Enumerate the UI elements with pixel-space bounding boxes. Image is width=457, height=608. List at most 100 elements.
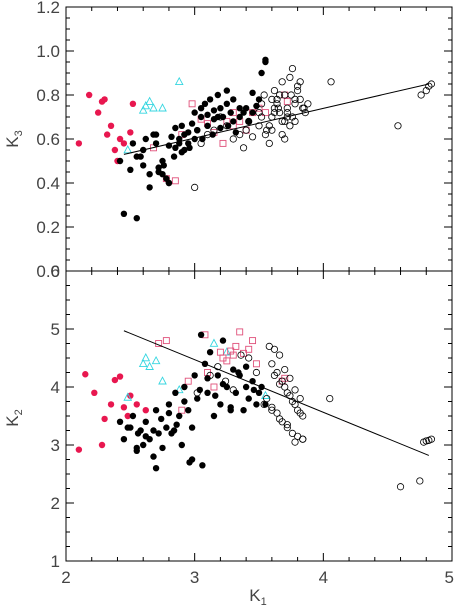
data-point [219,113,227,121]
y-tick-label: 6 [51,262,60,281]
data-point [260,400,268,408]
data-point [222,347,232,356]
data-point [107,122,115,129]
data-point [196,386,204,394]
data-point [116,373,124,380]
data-point [101,96,108,103]
data-point [140,441,147,449]
data-point [245,117,253,126]
data-point [116,418,124,425]
data-point [270,109,279,117]
y-tick-label: 3 [51,436,60,455]
data-point [286,374,294,382]
data-point [165,409,173,417]
data-point [127,392,134,399]
data-point [206,96,214,103]
data-point [191,109,198,116]
data-point [145,361,154,370]
data-point [296,78,304,86]
data-point [249,337,257,345]
data-point [171,177,179,185]
data-point [152,140,160,147]
data-point [201,100,209,108]
y-tick-label: 1.2 [36,0,60,17]
data-point [240,407,247,414]
data-point [155,430,162,437]
data-point [257,113,266,121]
data-point [236,105,243,112]
data-point [281,365,289,374]
data-point [178,406,186,414]
data-point [120,436,128,443]
data-point [260,91,268,99]
data-point [124,412,131,420]
data-point [422,437,430,445]
data-point [221,377,230,385]
data-point [283,98,291,106]
y-axis-title-k2: K2 [3,409,25,426]
data-point [219,139,227,147]
data-point [249,109,256,116]
data-point [273,100,281,108]
data-point [217,401,224,408]
data-point [134,430,142,437]
data-point [191,372,198,379]
data-point [199,462,206,469]
data-point [98,441,106,449]
data-point [245,354,253,362]
data-point [111,376,119,384]
data-point [223,122,231,130]
data-point [176,412,183,420]
data-point [160,162,167,169]
y-tick-label: 1.0 [36,42,60,61]
data-point [286,122,294,130]
data-point [191,183,199,191]
data-point [158,376,167,385]
data-point [188,100,196,108]
y-tick-label: 0.2 [36,218,60,237]
data-point [185,407,192,414]
data-point [204,375,211,382]
data-point [416,477,424,485]
data-point [150,427,157,434]
data-point [158,103,167,112]
data-point [291,95,299,104]
data-point [425,82,433,90]
data-point [158,415,165,423]
data-point [301,109,309,117]
data-point [242,363,250,370]
data-point [146,184,153,191]
data-point [427,435,436,443]
data-point [283,109,291,117]
data-point [103,131,111,138]
data-point [133,215,140,222]
data-point [326,394,334,403]
data-point [188,424,196,431]
data-point [283,104,291,112]
data-point [123,145,133,154]
data-point [273,95,281,104]
data-point [186,459,193,466]
data-point [127,129,134,136]
fit-line-k2 [123,330,430,456]
data-point [255,109,263,117]
data-point [150,131,157,138]
data-point [232,342,240,350]
data-point [178,441,185,449]
data-point [165,179,173,187]
y-tick-label: 4 [51,378,60,397]
data-point [170,427,178,434]
data-point [107,401,115,408]
data-point [116,135,124,143]
data-point [172,124,179,132]
data-point [245,118,252,125]
data-point [163,424,170,431]
data-point [299,104,307,112]
data-point [219,337,227,344]
data-point [223,100,231,108]
data-point [232,129,240,136]
data-point [186,144,193,151]
data-point [141,101,151,110]
data-point [255,122,263,130]
data-point [278,78,286,86]
